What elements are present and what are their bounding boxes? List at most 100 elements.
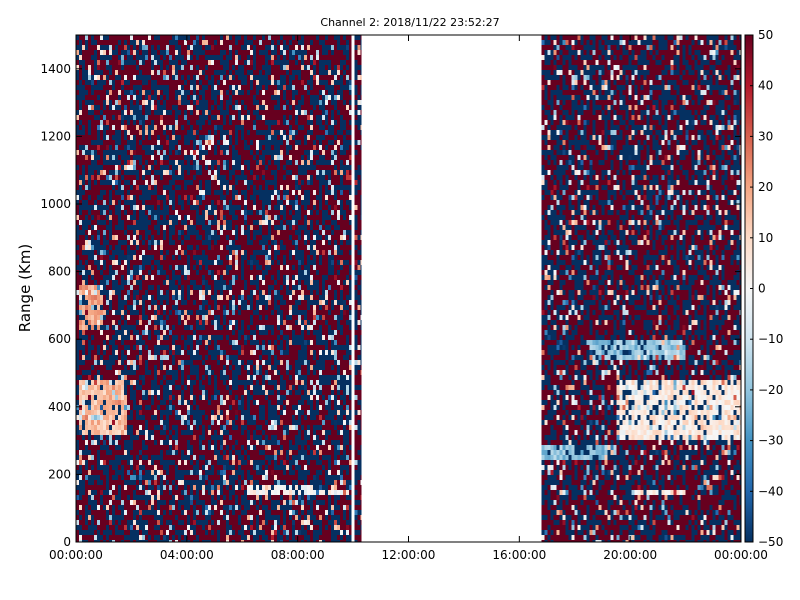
heatmap-cell bbox=[184, 390, 187, 395]
heatmap-cell bbox=[109, 195, 112, 200]
heatmap-cell bbox=[136, 425, 139, 430]
heatmap-cell bbox=[181, 130, 184, 135]
heatmap-cell bbox=[160, 140, 163, 145]
heatmap-cell bbox=[76, 285, 79, 290]
heatmap-cell bbox=[187, 205, 190, 210]
heatmap-cell bbox=[175, 395, 178, 400]
heatmap-cell bbox=[91, 295, 94, 300]
heatmap-cell bbox=[214, 410, 217, 415]
heatmap-cell bbox=[193, 340, 196, 345]
heatmap-cell bbox=[190, 370, 193, 375]
heatmap-cell bbox=[157, 215, 160, 220]
heatmap-cell bbox=[199, 230, 202, 235]
heatmap-cell bbox=[169, 65, 172, 70]
heatmap-cell bbox=[112, 70, 115, 75]
heatmap-cell bbox=[133, 465, 136, 470]
heatmap-cell bbox=[181, 145, 184, 150]
heatmap-cell bbox=[130, 320, 133, 325]
heatmap-cell bbox=[124, 510, 127, 515]
heatmap-cell bbox=[76, 230, 79, 235]
heatmap-cell bbox=[193, 500, 196, 505]
heatmap-cell bbox=[166, 515, 169, 520]
heatmap-cell bbox=[208, 245, 211, 250]
heatmap-cell bbox=[100, 380, 103, 385]
heatmap-cell bbox=[121, 530, 124, 535]
heatmap-cell bbox=[196, 325, 199, 330]
heatmap-cell bbox=[148, 505, 151, 510]
heatmap-cell bbox=[190, 200, 193, 205]
heatmap-cell bbox=[100, 490, 103, 495]
heatmap-cell bbox=[106, 310, 109, 315]
heatmap-cell bbox=[196, 370, 199, 375]
heatmap-cell bbox=[172, 105, 175, 110]
heatmap-cell bbox=[163, 280, 166, 285]
heatmap-cell bbox=[157, 50, 160, 55]
heatmap-cell bbox=[130, 220, 133, 225]
heatmap-cell bbox=[91, 185, 94, 190]
heatmap-cell bbox=[118, 215, 121, 220]
heatmap-cell bbox=[109, 365, 112, 370]
heatmap-cell bbox=[115, 515, 118, 520]
heatmap-cell bbox=[82, 150, 85, 155]
heatmap-cell bbox=[142, 490, 145, 495]
heatmap-cell bbox=[118, 505, 121, 510]
heatmap-cell bbox=[142, 55, 145, 60]
heatmap-cell bbox=[157, 440, 160, 445]
heatmap-cell bbox=[208, 420, 211, 425]
heatmap-cell bbox=[166, 225, 169, 230]
heatmap-cell bbox=[106, 515, 109, 520]
heatmap-cell bbox=[202, 285, 205, 290]
heatmap-cell bbox=[88, 195, 91, 200]
heatmap-cell bbox=[85, 370, 88, 375]
heatmap-cell bbox=[205, 440, 208, 445]
heatmap-cell bbox=[163, 50, 166, 55]
heatmap-cell bbox=[172, 265, 175, 270]
heatmap-cell bbox=[121, 505, 124, 510]
heatmap-cell bbox=[217, 360, 220, 365]
heatmap-cell bbox=[76, 110, 79, 115]
heatmap-cell bbox=[85, 85, 88, 90]
heatmap-cell bbox=[145, 40, 148, 45]
heatmap-cell bbox=[172, 380, 175, 385]
heatmap-cell bbox=[133, 520, 136, 525]
heatmap-cell bbox=[214, 265, 217, 270]
heatmap-cell bbox=[166, 180, 169, 185]
heatmap-cell bbox=[175, 200, 178, 205]
heatmap-cell bbox=[76, 85, 79, 90]
heatmap-cell bbox=[148, 75, 151, 80]
heatmap-cell bbox=[220, 520, 223, 525]
heatmap-cell bbox=[184, 50, 187, 55]
heatmap-cell bbox=[103, 335, 106, 340]
heatmap-cell bbox=[133, 375, 136, 380]
heatmap-cell bbox=[124, 415, 127, 420]
heatmap-cell bbox=[100, 260, 103, 265]
heatmap-cell bbox=[151, 150, 154, 155]
heatmap-cell bbox=[124, 355, 127, 360]
heatmap-cell bbox=[139, 245, 142, 250]
heatmap-cell bbox=[142, 315, 145, 320]
heatmap-cell bbox=[109, 270, 112, 275]
heatmap-cell bbox=[79, 355, 82, 360]
heatmap-cell bbox=[139, 125, 142, 130]
heatmap-cell bbox=[184, 310, 187, 315]
heatmap-cell bbox=[175, 370, 178, 375]
heatmap-cell bbox=[127, 475, 130, 480]
heatmap-cell bbox=[178, 405, 181, 410]
heatmap-cell bbox=[166, 275, 169, 280]
heatmap-cell bbox=[142, 220, 145, 225]
heatmap-cell bbox=[118, 55, 121, 60]
heatmap-cell bbox=[181, 325, 184, 330]
heatmap-cell bbox=[169, 130, 172, 135]
heatmap-cell bbox=[97, 360, 100, 365]
heatmap-cell bbox=[196, 365, 199, 370]
heatmap-cell bbox=[94, 270, 97, 275]
heatmap-cell bbox=[151, 465, 154, 470]
heatmap-cell bbox=[217, 280, 220, 285]
heatmap-cell bbox=[199, 320, 202, 325]
heatmap-cell bbox=[145, 485, 148, 490]
heatmap-cell bbox=[178, 165, 181, 170]
heatmap-cell bbox=[214, 40, 217, 45]
heatmap-cell bbox=[109, 285, 112, 290]
heatmap-cell bbox=[160, 235, 163, 240]
heatmap-cell bbox=[178, 335, 181, 340]
